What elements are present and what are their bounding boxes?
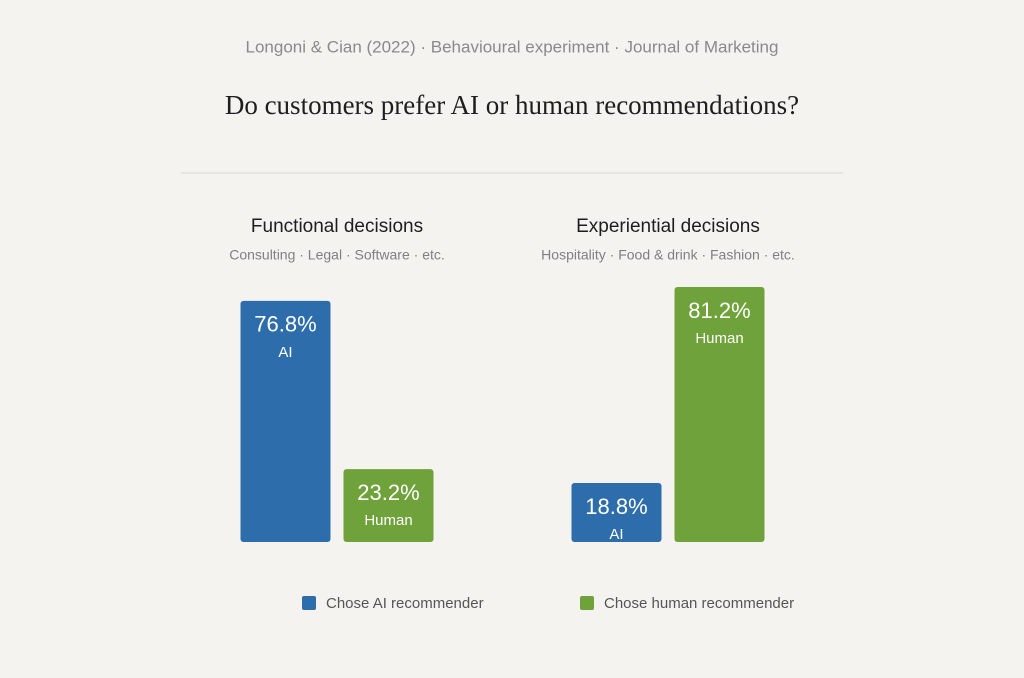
legend-swatch: [302, 596, 316, 610]
source: Longoni & Cian (2022) · Behavioural expe…: [246, 37, 779, 56]
panel-title: Experiential decisions: [576, 216, 760, 237]
bar-category: AI: [278, 344, 292, 361]
bar-category: AI: [609, 526, 623, 543]
bar-category: Human: [695, 330, 743, 347]
legend-swatch: [580, 596, 594, 610]
bar: [343, 469, 434, 542]
value-label: 23.2%: [357, 480, 419, 505]
panel-subtitle: Hospitality · Food & drink · Fashion · e…: [541, 247, 795, 263]
page-title: Do customers prefer AI or human recommen…: [225, 90, 799, 120]
panel-subtitle: Consulting · Legal · Software · etc.: [229, 247, 445, 263]
panel-title: Functional decisions: [251, 216, 423, 237]
legend-label: Chose human recommender: [604, 595, 794, 612]
value-label: 18.8%: [585, 494, 647, 519]
bar-category: Human: [364, 512, 412, 529]
value-label: 76.8%: [254, 312, 316, 337]
value-label: 81.2%: [688, 298, 750, 323]
bar: [240, 300, 331, 542]
legend-label: Chose AI recommender: [326, 595, 484, 612]
bar: [674, 287, 765, 542]
bar: [571, 482, 662, 542]
